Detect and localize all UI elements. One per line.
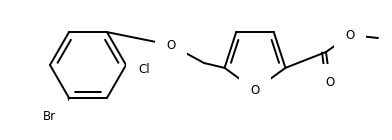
Text: Br: Br bbox=[43, 110, 56, 123]
Text: O: O bbox=[345, 29, 355, 41]
Text: O: O bbox=[250, 83, 260, 96]
Text: Cl: Cl bbox=[138, 62, 150, 75]
Text: O: O bbox=[325, 75, 335, 88]
Text: O: O bbox=[166, 38, 176, 52]
